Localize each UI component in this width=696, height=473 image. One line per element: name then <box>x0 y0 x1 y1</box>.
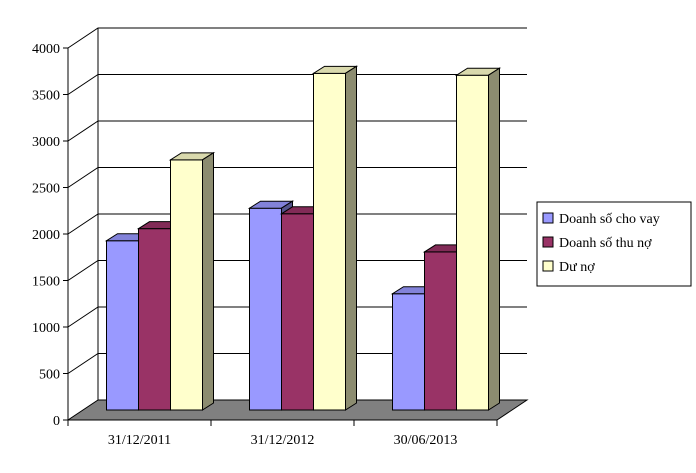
gridline <box>67 167 527 188</box>
x-category-label: 30/06/2013 <box>394 433 458 448</box>
legend-label: Doanh số thu nợ <box>559 236 652 251</box>
y-tick-label: 500 <box>39 368 60 383</box>
x-category-label: 31/12/2011 <box>108 433 171 448</box>
y-tick-label: 2500 <box>32 182 60 197</box>
legend-item: Doanh số thu nợ <box>542 236 652 251</box>
gridline <box>67 213 527 235</box>
y-tick-label: 1000 <box>32 321 60 336</box>
legend-swatch <box>542 236 554 248</box>
gridline <box>67 74 527 95</box>
legend: Doanh số cho vay Doanh số thu nợ Dư nợ <box>536 201 692 287</box>
legend-swatch <box>542 212 554 224</box>
bar-front-face <box>392 293 425 411</box>
y-tick-label: 2000 <box>32 228 60 243</box>
bar <box>311 65 359 411</box>
bars <box>104 65 502 411</box>
y-tick-label: 0 <box>53 414 60 429</box>
y-tick-label: 3500 <box>32 89 60 104</box>
bar-side-face <box>202 151 214 411</box>
y-tick-label: 4000 <box>32 42 60 57</box>
bar-front-face <box>424 251 457 411</box>
bar-front-face <box>138 228 171 411</box>
legend-box <box>536 201 692 287</box>
x-category-label: 31/12/2012 <box>251 433 315 448</box>
gridline <box>67 306 527 328</box>
legend-label: Doanh số cho vay <box>559 212 660 227</box>
legend-label: Dư nợ <box>559 260 595 275</box>
gridline <box>67 27 527 49</box>
legend-item: Doanh số cho vay <box>542 212 660 227</box>
bar-side-face <box>345 65 357 411</box>
y-axis-ticks: 0 500 1000 1500 2000 2500 3000 3500 4000 <box>32 42 68 429</box>
bar-front-face <box>313 72 346 411</box>
bar-front-face <box>281 213 314 411</box>
gridline <box>67 353 527 374</box>
bar-front-face <box>249 207 282 411</box>
x-axis-ticks: 31/12/2011 31/12/2012 30/06/2013 <box>67 420 498 448</box>
y-tick-label: 3000 <box>32 135 60 150</box>
bar <box>168 151 216 411</box>
gridlines <box>67 27 527 374</box>
bar-side-face <box>488 67 500 411</box>
bar-front-face <box>456 74 489 411</box>
bar-front-face <box>170 159 203 411</box>
gridline <box>67 260 527 281</box>
y-tick-label: 1500 <box>32 275 60 290</box>
bar <box>454 67 502 411</box>
legend-item: Dư nợ <box>542 260 595 275</box>
gridline <box>67 120 527 142</box>
legend-swatch <box>542 260 554 272</box>
bar-front-face <box>106 240 139 411</box>
